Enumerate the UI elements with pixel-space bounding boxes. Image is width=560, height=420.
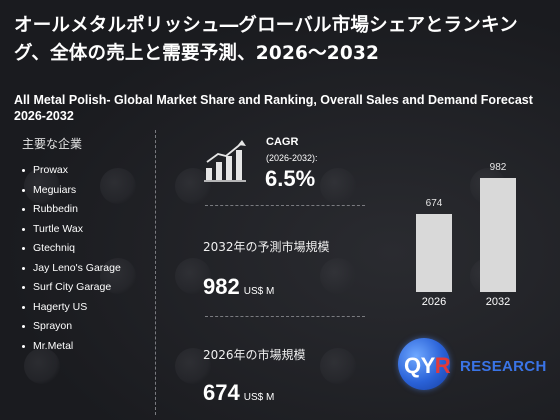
- current-value-number: 674: [203, 380, 240, 405]
- bullet-icon: [22, 227, 25, 231]
- current-market-size-label: 2026年の市場規模: [203, 348, 306, 362]
- vertical-divider: [155, 130, 156, 415]
- company-name: Prowax: [33, 164, 69, 176]
- bullet-icon: [22, 344, 25, 348]
- watermark-logo: [100, 258, 136, 294]
- watermark-logo: [320, 168, 356, 204]
- bullet-icon: [22, 169, 25, 172]
- bar-data-label: 674: [425, 198, 443, 209]
- bar-2026: [416, 214, 452, 292]
- list-item: Hagerty US: [22, 301, 132, 314]
- list-item: Surf City Garage: [22, 281, 132, 294]
- list-item: Gtechniq: [22, 242, 132, 255]
- current-value-unit: US$ M: [243, 392, 275, 403]
- qyresearch-logo: QYR RESEARCH: [398, 338, 546, 394]
- company-name: Surf City Garage: [33, 281, 112, 293]
- globe-icon: [398, 338, 450, 390]
- horizontal-divider: [205, 205, 365, 206]
- cagr-period: (2026-2032):: [266, 153, 318, 163]
- page-title-japanese: オールメタルポリッシュ―グローバル市場シェアとランキング、全体の売上と需要予測、…: [14, 15, 518, 64]
- x-tick-label: 2032: [485, 296, 511, 308]
- forecast-market-size-value: 982 US$ M: [203, 274, 274, 300]
- cagr-label: CAGR: [266, 136, 299, 148]
- current-market-size-value: 674 US$ M: [203, 380, 274, 406]
- watermark-logo: [24, 168, 60, 204]
- logo-research-text: RESEARCH: [460, 358, 547, 375]
- company-name: Rubbedin: [33, 203, 78, 215]
- watermark-logo: [320, 258, 356, 294]
- bullet-icon: [22, 325, 25, 328]
- list-item: Sprayon: [22, 320, 132, 333]
- forecast-value-unit: US$ M: [243, 286, 275, 297]
- list-item: Meguiars: [22, 184, 132, 197]
- bar-data-label: 982: [489, 162, 507, 173]
- x-tick-label: 2026: [421, 296, 447, 308]
- company-name: Turtle Wax: [33, 222, 83, 235]
- key-companies-heading: 主要な企業: [22, 137, 83, 151]
- forecast-value-number: 982: [203, 274, 240, 299]
- list-item: Jay Leno's Garage: [22, 262, 132, 275]
- bullet-icon: [22, 188, 25, 192]
- company-name: Jay Leno's Garage: [33, 261, 121, 274]
- bullet-icon: [22, 286, 25, 289]
- cagr-value: 6.5%: [265, 166, 316, 191]
- company-name: Mr.Metal: [33, 339, 74, 352]
- watermark-logo: [175, 348, 211, 384]
- growth-chart-icon: [204, 140, 246, 182]
- company-name: Gtechniq: [33, 242, 76, 254]
- bullet-icon: [22, 266, 25, 270]
- market-size-bar-chart: 674 2026 982 2032: [400, 150, 540, 320]
- list-item: Prowax: [22, 164, 132, 177]
- company-name: Meguiars: [33, 183, 77, 196]
- list-item: Rubbedin: [22, 203, 132, 216]
- forecast-market-size-label: 2032年の予測市場規模: [203, 240, 330, 254]
- logo-qyr-text: QYR: [404, 353, 451, 378]
- watermark-logo: [320, 348, 356, 384]
- company-name: Hagerty US: [33, 300, 88, 313]
- watermark-logo: [24, 348, 60, 384]
- company-list: Prowax Meguiars Rubbedin Turtle Wax Gtec…: [22, 164, 132, 359]
- page-title-english: All Metal Polish- Global Market Share an…: [14, 93, 533, 123]
- company-name: Sprayon: [33, 320, 73, 332]
- list-item: Mr.Metal: [22, 340, 132, 353]
- bullet-icon: [22, 208, 25, 211]
- watermark-logo: [175, 168, 211, 204]
- list-item: Turtle Wax: [22, 223, 132, 236]
- watermark-logo: [175, 258, 211, 294]
- horizontal-divider: [205, 316, 365, 317]
- bar-2032: [480, 178, 516, 292]
- watermark-logo: [100, 168, 136, 204]
- bullet-icon: [22, 247, 25, 250]
- bullet-icon: [22, 305, 25, 309]
